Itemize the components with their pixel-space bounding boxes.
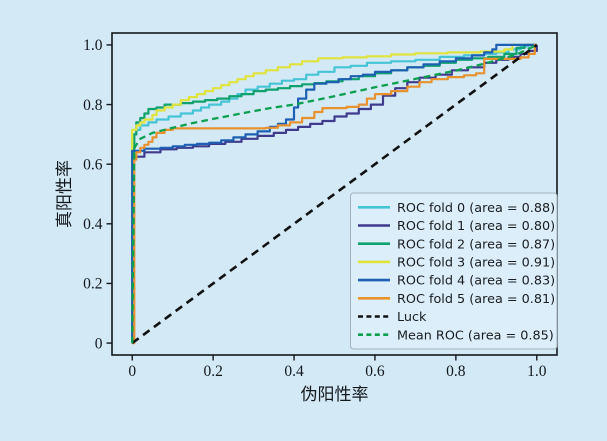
legend-label-0: ROC fold 0 (area = 0.88) (397, 201, 555, 216)
legend-label-5: ROC fold 5 (area = 0.81) (397, 292, 555, 307)
legend-label-7: Mean ROC (area = 0.85) (397, 328, 554, 343)
y-axis-ticks: 0 0.2 0.4 0.6 0.8 1.0 (83, 37, 112, 352)
y-tick-label: 0.8 (83, 97, 103, 114)
y-tick-label: 0.6 (83, 156, 103, 173)
legend-label-6: Luck (397, 310, 427, 325)
x-tick-label: 0.4 (284, 363, 304, 380)
roc-curve-5-line (132, 43, 537, 345)
y-tick-label: 1.0 (83, 37, 103, 54)
x-tick-label: 1.0 (527, 363, 547, 380)
y-tick-label: 0.4 (83, 216, 103, 233)
y-tick-label: 0 (95, 335, 103, 352)
y-axis-label: 真阳性率 (55, 160, 74, 228)
roc-curve-3-line (131, 43, 537, 344)
x-tick-label: 0 (128, 363, 136, 380)
x-tick-label: 0.8 (446, 363, 466, 380)
legend-label-2: ROC fold 2 (area = 0.87) (397, 237, 555, 252)
legend-label-4: ROC fold 4 (area = 0.83) (397, 274, 555, 289)
legend-label-1: ROC fold 1 (area = 0.80) (397, 219, 555, 234)
roc-curve-6-line (131, 43, 538, 345)
legend-label-3: ROC fold 3 (area = 0.91) (397, 256, 555, 271)
roc-curve-0-line (131, 43, 537, 344)
y-tick-label: 0.2 (83, 276, 102, 293)
roc-curves (131, 43, 538, 345)
x-tick-label: 0.6 (365, 363, 385, 380)
x-tick-label: 0.2 (203, 363, 222, 380)
roc-curve-4-line (131, 43, 537, 344)
x-axis-ticks: 0 0.2 0.4 0.6 0.8 1.0 (128, 355, 547, 380)
x-axis-label: 伪阳性率 (301, 385, 369, 404)
legend: ROC fold 0 (area = 0.88) ROC fold 1 (area… (350, 192, 558, 350)
legend-box (350, 192, 558, 350)
